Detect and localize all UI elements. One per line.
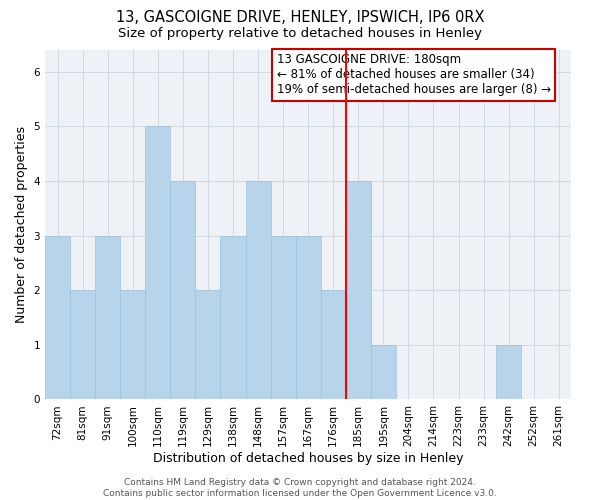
Bar	[496, 345, 521, 400]
Bar	[45, 236, 70, 400]
Bar	[296, 236, 320, 400]
Bar	[320, 290, 346, 400]
Text: 13 GASCOIGNE DRIVE: 180sqm
← 81% of detached houses are smaller (34)
19% of semi: 13 GASCOIGNE DRIVE: 180sqm ← 81% of deta…	[277, 54, 551, 96]
Bar	[271, 236, 296, 400]
Bar	[70, 290, 95, 400]
Bar	[371, 345, 396, 400]
Text: Size of property relative to detached houses in Henley: Size of property relative to detached ho…	[118, 28, 482, 40]
Bar	[220, 236, 245, 400]
Bar	[196, 290, 220, 400]
Bar	[346, 181, 371, 400]
Bar	[245, 181, 271, 400]
Bar	[95, 236, 120, 400]
Bar	[145, 126, 170, 400]
Text: Contains HM Land Registry data © Crown copyright and database right 2024.
Contai: Contains HM Land Registry data © Crown c…	[103, 478, 497, 498]
Y-axis label: Number of detached properties: Number of detached properties	[15, 126, 28, 323]
Bar	[120, 290, 145, 400]
Text: 13, GASCOIGNE DRIVE, HENLEY, IPSWICH, IP6 0RX: 13, GASCOIGNE DRIVE, HENLEY, IPSWICH, IP…	[116, 10, 484, 25]
X-axis label: Distribution of detached houses by size in Henley: Distribution of detached houses by size …	[153, 452, 463, 465]
Bar	[170, 181, 196, 400]
